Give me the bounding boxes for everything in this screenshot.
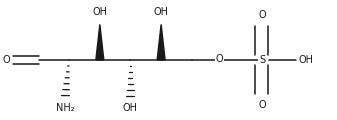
Text: S: S — [259, 55, 265, 65]
Polygon shape — [157, 24, 165, 60]
Text: OH: OH — [123, 103, 138, 113]
Text: NH₂: NH₂ — [56, 103, 75, 113]
Text: O: O — [258, 10, 266, 20]
Text: OH: OH — [154, 7, 168, 17]
Text: O: O — [258, 100, 266, 110]
Text: O: O — [2, 55, 10, 65]
Text: OH: OH — [92, 7, 108, 17]
Polygon shape — [96, 24, 104, 60]
Text: O: O — [216, 54, 223, 64]
Text: OH: OH — [298, 55, 313, 65]
